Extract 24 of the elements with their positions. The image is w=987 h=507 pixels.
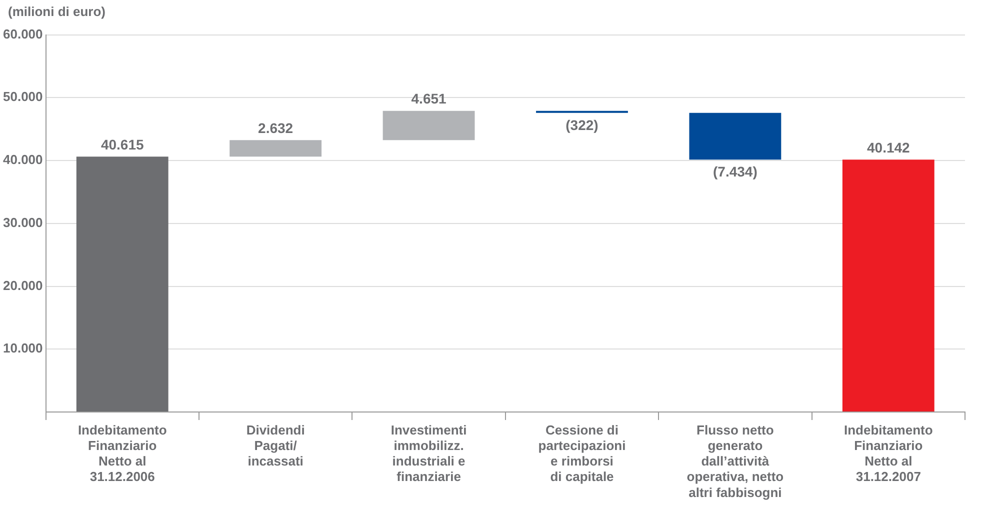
data-label: (322) <box>566 116 598 133</box>
data-label: (7.434) <box>713 164 758 180</box>
bar <box>382 110 475 140</box>
bar <box>842 160 934 412</box>
bar <box>230 140 322 157</box>
y-tick-label: 10.000 <box>2 340 43 356</box>
data-label: 4.651 <box>411 90 446 107</box>
x-tick-label: Indebitamento Finanziario Netto al 31.12.2006 <box>78 422 167 484</box>
x-tick-label: Dividendi Pagati/ incassati <box>246 422 305 469</box>
bar <box>689 112 782 160</box>
x-tick-label: Indebitamento Finanziario Netto al 31.12.2007 <box>844 422 933 484</box>
data-label: 2.632 <box>258 120 294 136</box>
bar <box>76 156 168 412</box>
x-tick-label: Cessione di partecipazioni e rimborsi di capitale <box>538 422 626 484</box>
y-tick-label: 30.000 <box>2 214 43 230</box>
y-tick-label: 60.000 <box>2 26 43 42</box>
y-tick-label: 20.000 <box>2 278 43 293</box>
data-label: 40.615 <box>100 136 144 153</box>
data-label: 40.142 <box>866 140 910 156</box>
y-axis-title: (milioni di euro) <box>8 4 106 19</box>
x-tick-label: Flusso netto generato dall’attività operativa, netto altri fabbisogni <box>686 422 784 500</box>
y-tick-label: 40.000 <box>2 152 43 168</box>
y-tick-label: 50.000 <box>2 89 43 104</box>
x-tick-label: Investimenti immobilizz. industriali e finanziarie <box>390 422 467 484</box>
